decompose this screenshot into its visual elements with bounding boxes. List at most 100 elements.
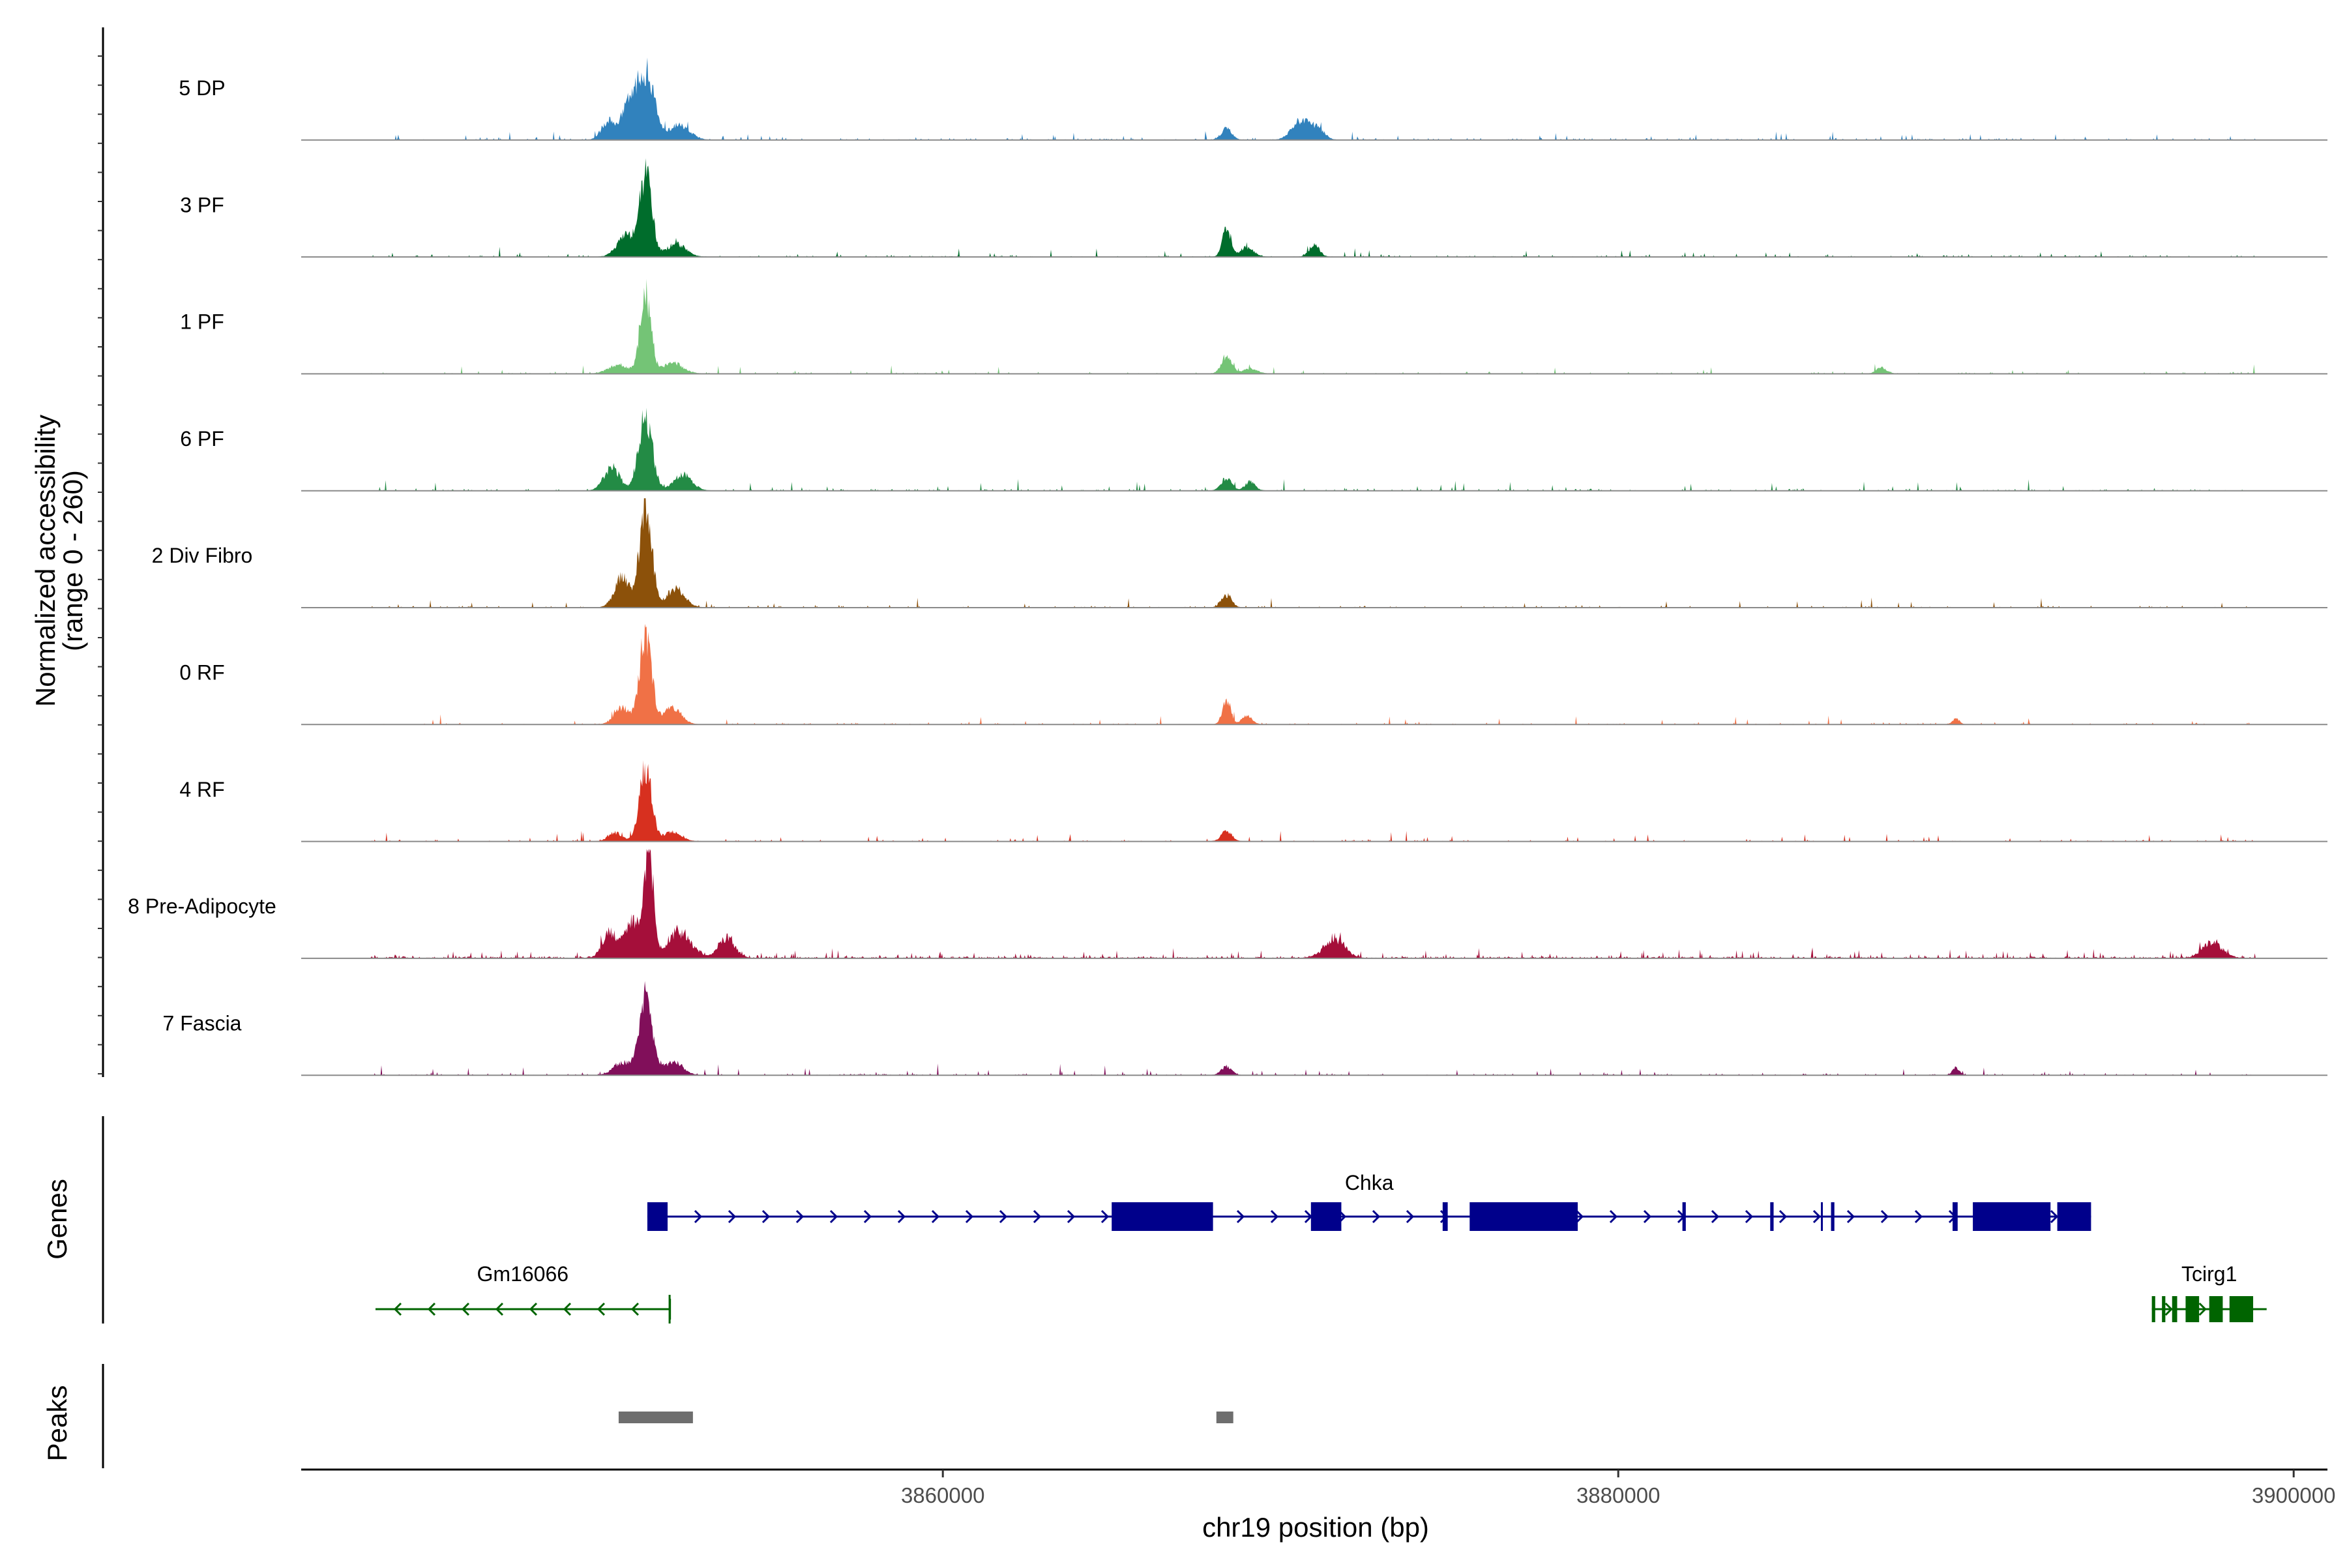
gene-tcirg1: Tcirg1 [2151,1262,2267,1322]
strand-arrow [1880,1209,1889,1224]
coverage-area [368,278,2257,374]
track-label: 3 PF [180,193,224,216]
strand-arrow [1609,1209,1618,1224]
strand-arrow [795,1209,804,1224]
y-axis-title-line2: (range 0 - 260) [57,470,88,651]
strand-arrow [761,1209,771,1224]
strand-arrow [1100,1209,1110,1224]
gene-gm16066: Gm16066 [375,1262,672,1324]
gene-exon [1973,1202,2051,1231]
strand-arrow [999,1209,1008,1224]
strand-arrow [863,1209,872,1224]
track-axes [98,27,104,1468]
gene-exon [1442,1202,1448,1231]
strand-arrow [1033,1209,1042,1224]
coverage-area [368,760,2257,842]
gene-exon [2162,1296,2166,1322]
y-axis-title-line1: Normalized accessibility [30,415,61,707]
peak-region [618,1412,693,1423]
gene-exon [2185,1296,2200,1322]
strand-arrow [461,1302,470,1316]
coverage-area [368,498,2257,608]
strand-arrow [1711,1209,1720,1224]
track-label: 6 PF [180,427,224,451]
gene-exon [2209,1296,2223,1322]
track-label: 0 RF [179,661,224,685]
track-label: 7 Fascia [163,1011,242,1035]
coverage-area [368,981,2257,1075]
strand-arrow [630,1302,640,1316]
track-1: 5 DP [179,57,2327,141]
gene-exon [1831,1202,1835,1231]
track-label: 5 DP [179,76,225,100]
track-5: 2 Div Fibro [152,498,2327,608]
coverage-area [368,623,2257,724]
peaks-axis-title: Peaks [42,1385,72,1462]
strand-arrow [1779,1209,1788,1224]
gene-exon [1821,1202,1823,1231]
gene-exon [647,1202,668,1231]
x-tick-label: 3880000 [1576,1483,1660,1507]
strand-arrow [2198,1302,2207,1316]
strand-arrow [1406,1209,1415,1224]
gene-chka: Chka [647,1171,2091,1231]
track-4: 6 PF [180,407,2327,492]
gene-exon [668,1295,671,1324]
strand-arrow [1643,1209,1652,1224]
strand-arrow [1812,1209,1822,1224]
strand-arrow [2164,1302,2173,1316]
strand-arrow [1372,1209,1381,1224]
x-tick-label: 3900000 [2252,1483,2335,1507]
peaks-track [618,1412,1233,1423]
coverage-tracks: 5 DP 3 PF 1 PF 6 PF 2 Div Fibro 0 RF 4 RF 8 Pre… [128,57,2327,1076]
track-label: 1 PF [180,310,224,334]
strand-arrow [1846,1209,1855,1224]
strand-arrow [1067,1209,1076,1224]
x-tick-label: 3860000 [901,1483,984,1507]
gene-exon [1469,1202,1578,1231]
gene-exon [1310,1202,1342,1231]
track-7: 4 RF [179,760,2327,842]
track-label: 8 Pre-Adipocyte [128,895,276,918]
strand-arrow [597,1302,606,1316]
gene-exon [1682,1202,1686,1231]
track-3: 1 PF [180,278,2327,375]
strand-arrow [965,1209,974,1224]
gene-label: Tcirg1 [2181,1262,2237,1286]
track-9: 7 Fascia [163,981,2327,1076]
coverage-area [368,158,2257,257]
track-6: 0 RF [179,623,2327,726]
strand-arrow [1575,1209,1584,1224]
x-axis: 3860000 3880000 3900000 [301,1468,2335,1507]
strand-arrow [829,1209,838,1224]
strand-arrow [1914,1209,1923,1224]
coverage-area [368,849,2257,958]
gene-exon [1112,1202,1213,1231]
gene-exon [2172,1296,2177,1322]
strand-arrow [529,1302,538,1316]
strand-arrow [495,1302,504,1316]
track-2: 3 PF [180,158,2327,258]
strand-arrow [728,1209,737,1224]
gene-exon [2229,1296,2254,1322]
gene-exon [2151,1296,2155,1322]
gene-label: Chka [1345,1171,1394,1194]
track-label: 4 RF [179,778,224,801]
x-axis-title: chr19 position (bp) [1202,1512,1429,1543]
strand-arrow [2050,1209,2059,1224]
strand-arrow [1270,1209,1279,1224]
genes-axis-title: Genes [42,1179,72,1260]
gene-exon [1953,1202,1958,1231]
track-label: 2 Div Fibro [152,544,253,567]
peak-region [1216,1412,1233,1423]
track-8: 8 Pre-Adipocyte [128,849,2327,959]
strand-arrow [393,1302,402,1316]
strand-arrow [694,1209,703,1224]
gene-exon [2057,1202,2091,1231]
strand-arrow [563,1302,572,1316]
gene-label: Gm16066 [477,1262,569,1286]
gene-annotation-track: Chka Gm16066 Tcirg1 [375,1171,2267,1324]
strand-arrow [427,1302,436,1316]
